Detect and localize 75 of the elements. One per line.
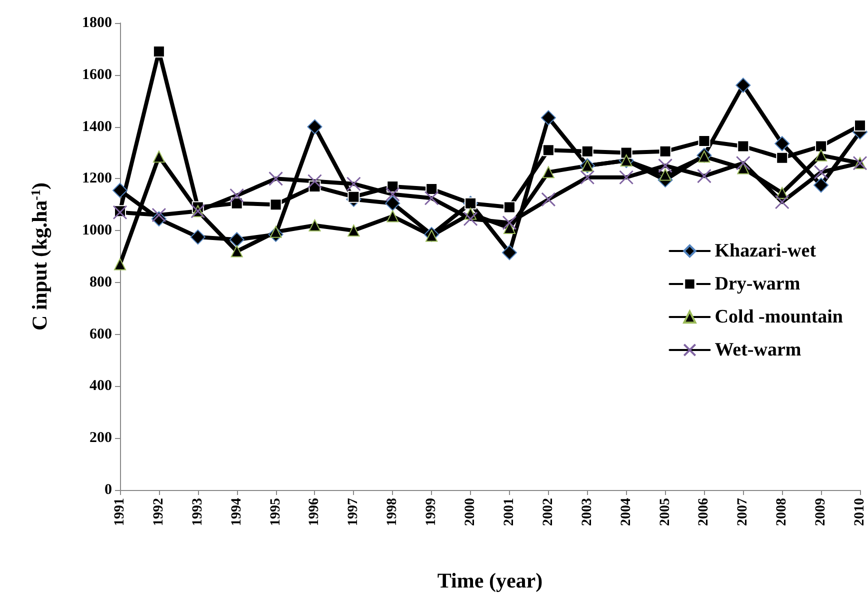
point xyxy=(503,222,516,234)
x-tick-label: 1992 xyxy=(151,498,166,526)
point xyxy=(348,190,360,203)
point xyxy=(542,144,554,156)
point xyxy=(307,119,322,134)
point xyxy=(112,182,128,198)
y-tick-label: 1800 xyxy=(82,15,112,31)
y-tick-label: 1600 xyxy=(82,66,112,83)
point xyxy=(737,140,750,152)
point xyxy=(152,46,165,58)
legend-label: Dry-warm xyxy=(714,274,800,294)
point xyxy=(736,78,751,93)
point xyxy=(502,245,517,260)
point xyxy=(348,224,360,237)
point xyxy=(698,135,710,148)
point xyxy=(776,186,788,199)
point xyxy=(229,232,244,248)
x-tick-label: 1997 xyxy=(346,498,362,526)
point xyxy=(774,136,790,152)
x-tick-label: 1993 xyxy=(190,498,206,526)
point xyxy=(270,198,282,211)
point xyxy=(230,197,243,210)
x-tick-label: 1999 xyxy=(424,498,440,526)
y-axis-title: C input (kg.ha-1) xyxy=(28,182,52,330)
y-tick-label: 1000 xyxy=(82,222,112,239)
point xyxy=(581,145,594,158)
x-tick-label: 1995 xyxy=(268,498,284,526)
y-tick-label: 200 xyxy=(90,430,112,446)
x-tick-label: 2008 xyxy=(774,498,790,526)
point xyxy=(620,146,632,159)
legend-label: Khazari-wet xyxy=(714,240,817,262)
x-axis-title: Time (year) xyxy=(437,568,543,592)
x-tick-label: 2006 xyxy=(696,498,712,526)
x-tick-label: 2004 xyxy=(618,498,634,526)
point xyxy=(503,201,516,214)
x-tick-label: 2005 xyxy=(658,498,673,526)
point xyxy=(854,119,866,132)
y-tick-label: 800 xyxy=(90,274,112,290)
point xyxy=(737,162,750,174)
y-tick-label: 400 xyxy=(90,378,112,394)
point xyxy=(152,150,165,163)
x-tick-label: 2000 xyxy=(463,498,478,526)
point xyxy=(814,178,829,193)
legend-label: Wet-warm xyxy=(714,340,802,360)
point xyxy=(270,226,282,238)
x-tick-label: 2002 xyxy=(540,498,556,526)
x-tick-label: 1996 xyxy=(307,498,322,526)
y-tick-label: 600 xyxy=(90,326,112,342)
x-tick-label: 1994 xyxy=(229,498,244,526)
y-tick-label: 1200 xyxy=(82,170,112,187)
point xyxy=(542,166,554,178)
point xyxy=(230,245,243,258)
x-tick-label: 2001 xyxy=(502,498,517,526)
legend-label: Cold -mountain xyxy=(714,306,844,328)
x-tick-label: 2003 xyxy=(580,498,595,526)
point xyxy=(698,150,710,163)
point xyxy=(190,230,206,245)
x-tick-label: 1991 xyxy=(112,498,128,526)
y-tick-label: 0 xyxy=(104,482,112,498)
x-tick-label: 2007 xyxy=(736,498,751,526)
point xyxy=(815,149,828,162)
y-tick-label: 1400 xyxy=(82,118,112,135)
point xyxy=(659,168,672,181)
point xyxy=(815,140,828,152)
point xyxy=(308,219,321,232)
point xyxy=(386,210,399,222)
x-tick-label: 2009 xyxy=(814,498,829,526)
point xyxy=(540,110,556,126)
x-tick-label: 2010 xyxy=(852,498,868,526)
point xyxy=(659,145,672,158)
point xyxy=(385,196,400,211)
point xyxy=(426,183,438,196)
x-tick-label: 1998 xyxy=(385,498,400,526)
point xyxy=(114,258,126,270)
point xyxy=(776,152,788,164)
